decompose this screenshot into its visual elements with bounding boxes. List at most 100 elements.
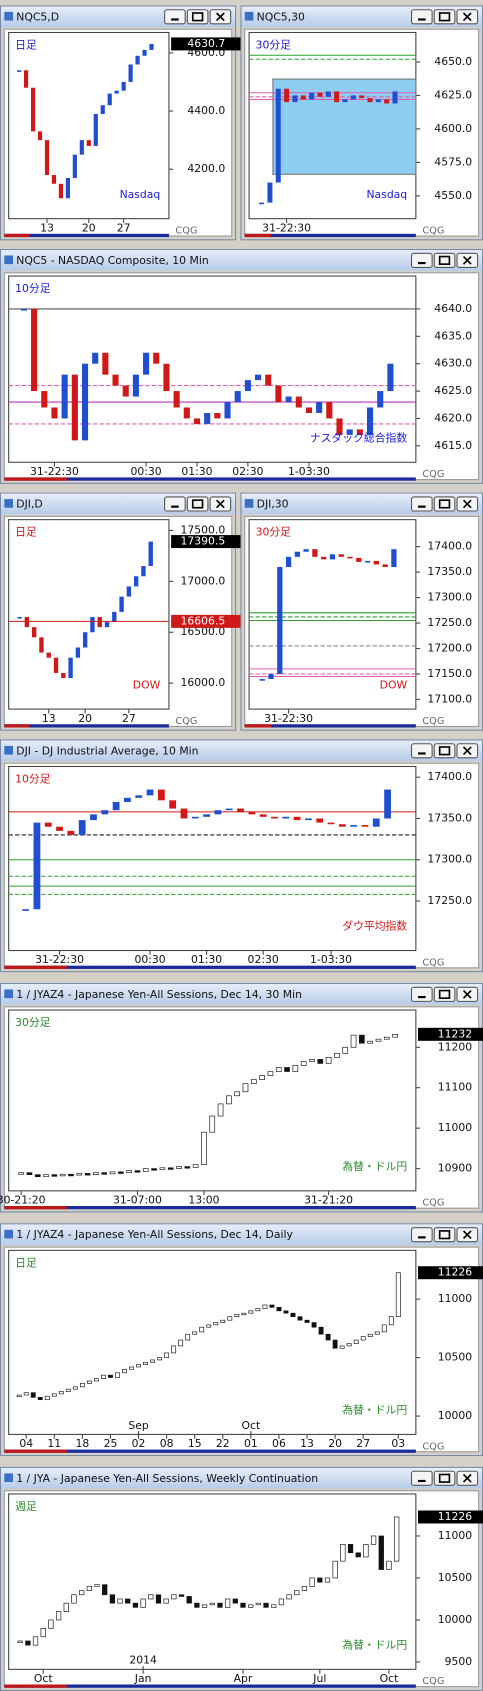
candle — [150, 1359, 156, 1363]
instrument-label: 為替・ドル円 — [342, 1638, 407, 1652]
x-tick-label: 1-03:30 — [310, 953, 352, 966]
x-tick-label: 08 — [160, 1437, 174, 1450]
candle — [171, 1594, 177, 1600]
instrument-label: DOW — [133, 678, 161, 691]
window-button-max[interactable] — [433, 1227, 456, 1243]
period-label: 30分足 — [256, 38, 292, 51]
candle — [324, 1577, 331, 1583]
candle — [194, 1602, 200, 1608]
candle — [259, 814, 267, 817]
candle — [72, 1386, 78, 1390]
window-button-min[interactable] — [410, 986, 433, 1002]
candle — [101, 1172, 108, 1175]
candle — [107, 93, 112, 106]
candle — [372, 818, 380, 827]
window-button-min[interactable] — [410, 252, 433, 268]
candle — [392, 1033, 398, 1038]
window-button-min[interactable] — [164, 496, 186, 512]
window-button-max[interactable] — [186, 9, 209, 25]
candle — [244, 380, 251, 392]
candle — [317, 1059, 324, 1064]
candle — [234, 1314, 240, 1318]
window-button-min[interactable] — [410, 743, 433, 759]
candle — [186, 1596, 192, 1604]
y-tick-label: 4550.0 — [434, 189, 472, 202]
window-button-max[interactable] — [433, 9, 456, 25]
candle — [339, 1345, 345, 1349]
window-button-min[interactable] — [410, 1470, 433, 1486]
candle — [292, 1065, 299, 1072]
candle — [78, 820, 86, 835]
candle — [220, 1319, 226, 1323]
candle — [37, 1397, 43, 1401]
candle — [334, 91, 340, 103]
period-label: 日足 — [15, 38, 37, 51]
x-tick-label: Oct — [380, 1672, 399, 1685]
window-button-max[interactable] — [186, 496, 209, 512]
logo: CQG — [422, 1676, 444, 1687]
candle — [153, 352, 160, 364]
y-tick-label: 17500.0 — [181, 523, 226, 536]
x-tick-label: 31-22:30 — [264, 712, 313, 725]
window-button-min[interactable] — [410, 496, 433, 512]
title-bar — [1, 740, 482, 762]
candle — [395, 1272, 401, 1318]
candle — [217, 1103, 224, 1117]
title-bar — [1, 1467, 482, 1489]
candle — [163, 363, 170, 392]
candle — [112, 374, 119, 386]
window-title: NQC5,30 — [257, 10, 305, 23]
y-tick-label: 9500 — [445, 1655, 473, 1668]
period-label: 日足 — [15, 1256, 37, 1269]
y-tick-label: 10000 — [438, 1409, 473, 1422]
candle — [23, 70, 29, 88]
candle — [71, 1594, 77, 1604]
x-tick-label: 04 — [19, 1437, 33, 1450]
candle — [184, 1166, 191, 1169]
x-tick-label: 13 — [42, 712, 56, 725]
window-title: NQC5,D — [16, 10, 59, 23]
candle — [82, 632, 88, 648]
candle — [148, 541, 153, 567]
candle — [31, 627, 37, 638]
candle — [309, 1059, 315, 1062]
candle — [327, 822, 335, 825]
window-button-min[interactable] — [164, 9, 186, 25]
candle — [112, 611, 117, 623]
candle — [276, 1307, 282, 1312]
candle — [122, 385, 129, 397]
candle — [185, 1333, 191, 1341]
candle — [84, 1173, 91, 1176]
period-label: 日足 — [15, 526, 37, 539]
candle — [167, 1167, 174, 1170]
instrument-label: 為替・ドル円 — [342, 1159, 407, 1173]
session-bar — [4, 1684, 416, 1688]
x-tick-label: 01:30 — [181, 465, 212, 478]
y-tick-label: 11100 — [438, 1081, 473, 1094]
candle — [75, 647, 81, 658]
window-button-max[interactable] — [433, 986, 456, 1002]
session-bar — [4, 1206, 416, 1210]
x-tick-label: Apr — [234, 1672, 253, 1685]
candle — [22, 909, 30, 911]
y-tick-label: 4400.0 — [187, 104, 225, 117]
candle — [76, 1173, 83, 1176]
x-major-label: Oct — [242, 1419, 261, 1432]
window-button-max[interactable] — [433, 496, 456, 512]
y-tick-label: 4625.0 — [434, 384, 472, 397]
window-button-min[interactable] — [410, 1227, 433, 1243]
candle — [51, 175, 57, 184]
candle — [100, 105, 105, 114]
window-button-max[interactable] — [433, 252, 456, 268]
window-icon — [4, 499, 13, 508]
window-button-max[interactable] — [433, 743, 456, 759]
candle — [58, 183, 64, 199]
candle — [25, 1640, 31, 1646]
candle — [311, 1322, 317, 1328]
window-button-min[interactable] — [410, 9, 433, 25]
window-button-max[interactable] — [433, 1470, 456, 1486]
candle — [140, 1598, 146, 1608]
candle — [374, 1331, 380, 1335]
candle — [317, 1577, 323, 1583]
x-tick-label: 27 — [356, 1437, 370, 1450]
